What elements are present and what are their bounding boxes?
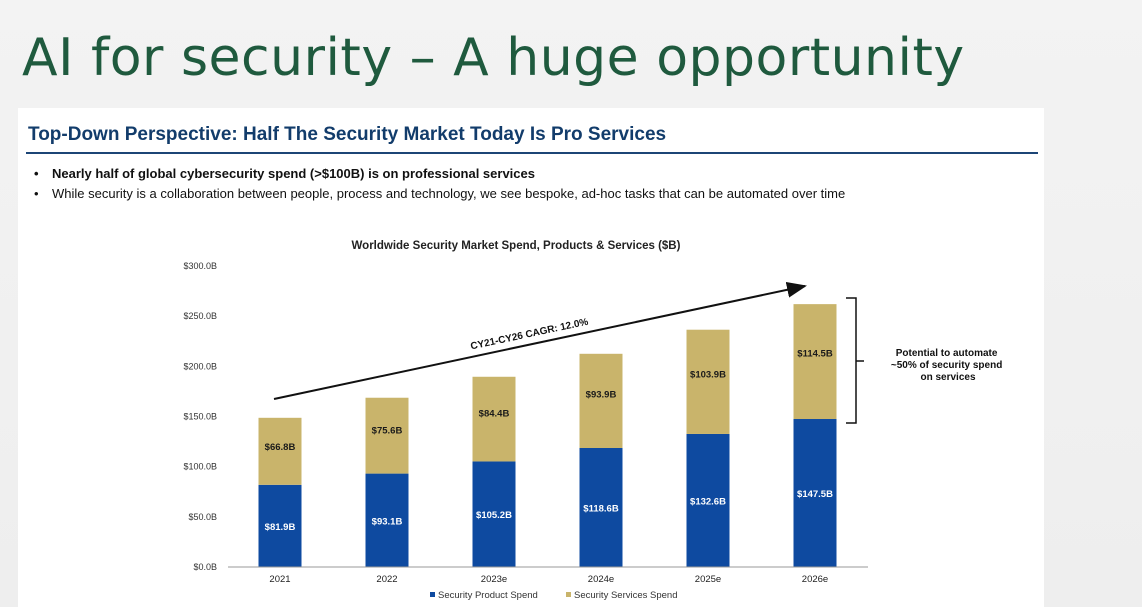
product-bar — [365, 473, 409, 567]
product-bar — [258, 484, 302, 567]
services-bar — [365, 397, 409, 474]
legend-swatch — [430, 592, 435, 597]
y-tick-label: $50.0B — [188, 512, 217, 522]
automate-note-line-2: ~50% of security spend — [891, 360, 1002, 371]
services-value-label: $75.6B — [372, 426, 403, 437]
x-tick-label: 2026e — [802, 574, 828, 585]
bullet-dot: • — [34, 186, 39, 201]
legend-swatch — [566, 592, 571, 597]
services-bar — [686, 329, 730, 434]
bullet-1: • Nearly half of global cybersecurity spe… — [34, 166, 535, 181]
product-bar — [686, 433, 730, 567]
automate-note-line-1: Potential to automate — [896, 348, 998, 359]
services-bar — [793, 304, 837, 420]
services-bar — [579, 353, 623, 449]
content-panel: Top-Down Perspective: Half The Security … — [18, 108, 1044, 607]
y-axis: $0.0B $50.0B $100.0B $150.0B $200.0B $250.0B $… — [183, 261, 217, 572]
x-tick-label: 2023e — [481, 574, 507, 585]
product-bar — [472, 461, 516, 567]
legend: Security Product Spend Security Services … — [430, 590, 678, 601]
bullet-2-text: While security is a collaboration betwee… — [52, 186, 846, 201]
services-value-label: $114.5B — [797, 348, 833, 359]
product-bar — [793, 419, 837, 567]
services-bar — [472, 376, 516, 462]
cagr-label: CY21-CY26 CAGR: 12.0% — [470, 317, 590, 353]
x-tick-label: 2021 — [269, 574, 290, 585]
services-value-label: $93.9B — [586, 389, 617, 400]
y-tick-label: $250.0B — [183, 311, 217, 321]
automate-note-line-3: on services — [920, 372, 975, 383]
y-tick-label: $100.0B — [183, 462, 217, 472]
bullet-dot: • — [34, 166, 39, 181]
product-value-label: $132.6B — [690, 496, 726, 507]
bullet-2: • While security is a collaboration betwe… — [34, 186, 845, 201]
product-value-label: $105.2B — [476, 510, 512, 521]
services-value-label: $84.4B — [479, 408, 510, 419]
slide-title: AI for security – A huge opportunity — [22, 28, 965, 88]
y-tick-label: $300.0B — [183, 261, 217, 271]
chart-title: Worldwide Security Market Spend, Product… — [352, 240, 681, 252]
x-tick-label: 2024e — [588, 574, 614, 585]
y-tick-label: $200.0B — [183, 361, 217, 371]
subheading: Top-Down Perspective: Half The Security … — [28, 124, 667, 145]
product-value-label: $118.6B — [583, 504, 619, 515]
services-bracket — [846, 297, 864, 424]
y-tick-label: $0.0B — [193, 562, 217, 572]
y-tick-label: $150.0B — [183, 412, 217, 422]
product-bar — [579, 448, 623, 567]
product-value-label: $81.9B — [265, 522, 296, 533]
product-value-label: $93.1B — [372, 516, 403, 527]
services-value-label: $66.8B — [265, 442, 296, 453]
services-value-label: $103.9B — [690, 369, 726, 380]
x-axis: 2021 2022 2023e 2024e 2025e 2026e — [228, 566, 868, 585]
divider — [26, 152, 1038, 154]
bars: $81.9B $66.8B $93.1B $75.6B $105.2B $84.4B $11… — [258, 304, 837, 567]
x-tick-label: 2022 — [376, 574, 397, 585]
bullet-1-text: Nearly half of global cybersecurity spen… — [52, 166, 535, 181]
legend-label: Security Product Spend — [438, 590, 538, 601]
automate-note: Potential to automate ~50% of security s… — [891, 348, 1005, 383]
product-value-label: $147.5B — [797, 489, 833, 500]
x-tick-label: 2025e — [695, 574, 721, 585]
legend-label: Security Services Spend — [574, 590, 678, 601]
services-bar — [258, 417, 302, 485]
cagr-arrow — [273, 281, 807, 400]
